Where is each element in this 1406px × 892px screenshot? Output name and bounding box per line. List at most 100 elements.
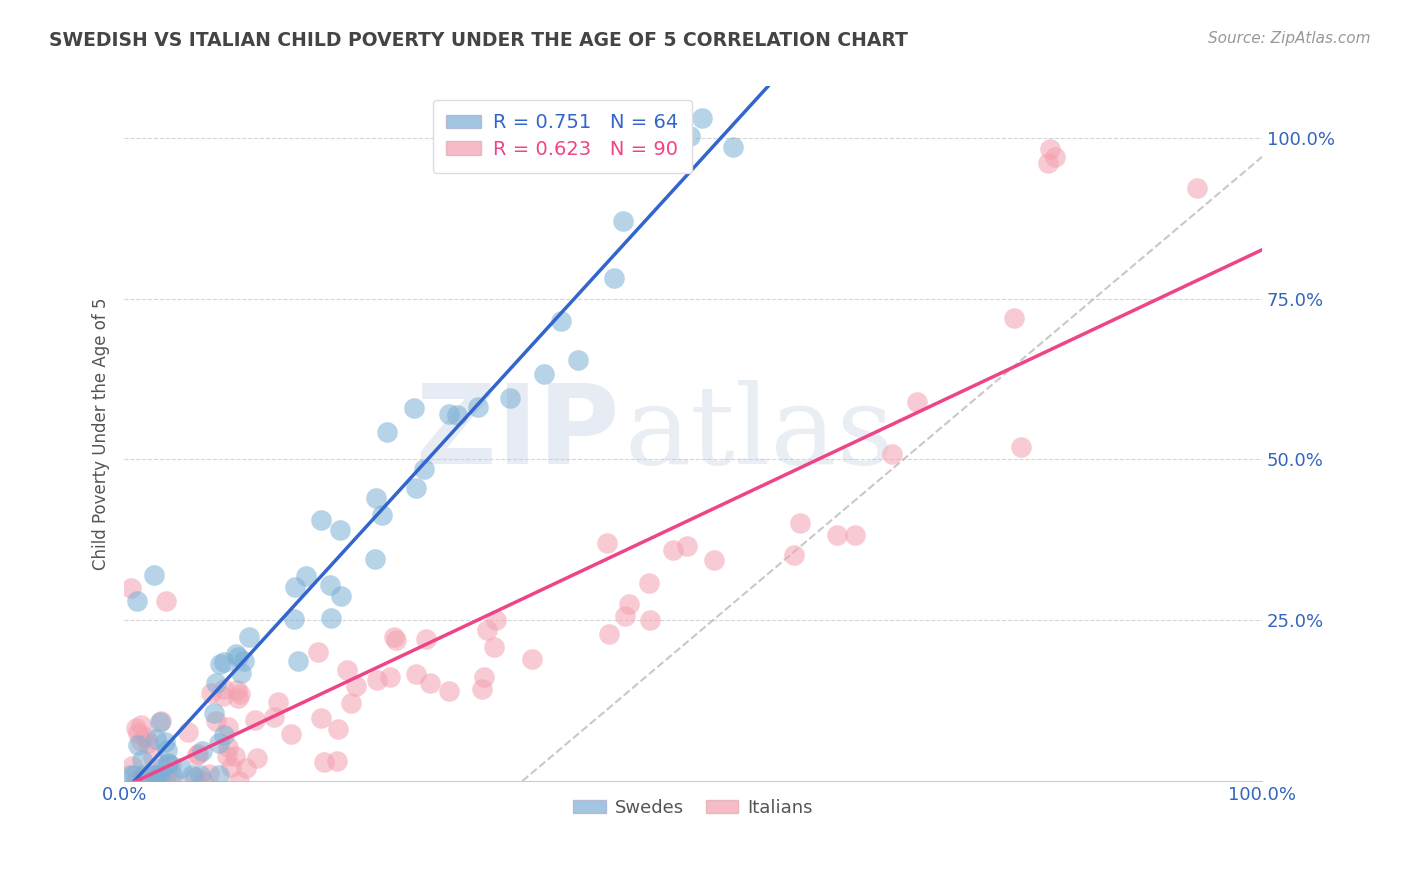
Point xyxy=(471,681,494,696)
Point xyxy=(467,400,489,414)
Point xyxy=(127,594,149,608)
Point xyxy=(1038,156,1060,170)
Point xyxy=(404,401,426,415)
Point xyxy=(520,652,543,666)
Point xyxy=(146,774,169,789)
Point xyxy=(378,670,401,684)
Point xyxy=(485,613,508,627)
Point xyxy=(437,684,460,698)
Point xyxy=(153,774,176,789)
Point xyxy=(446,408,468,422)
Point xyxy=(340,696,363,710)
Point xyxy=(246,751,269,765)
Point xyxy=(131,767,153,781)
Point xyxy=(202,706,225,720)
Y-axis label: Child Poverty Under the Age of 5: Child Poverty Under the Age of 5 xyxy=(93,297,110,570)
Legend: Swedes, Italians: Swedes, Italians xyxy=(567,791,820,824)
Point xyxy=(160,758,183,772)
Point xyxy=(550,314,572,328)
Point xyxy=(690,111,713,125)
Point xyxy=(295,569,318,583)
Point xyxy=(405,666,427,681)
Point xyxy=(212,681,235,696)
Point xyxy=(226,690,249,705)
Point xyxy=(499,391,522,405)
Text: SWEDISH VS ITALIAN CHILD POVERTY UNDER THE AGE OF 5 CORRELATION CHART: SWEDISH VS ITALIAN CHILD POVERTY UNDER T… xyxy=(49,31,908,50)
Point xyxy=(184,770,207,784)
Point xyxy=(120,767,142,781)
Point xyxy=(134,774,156,789)
Point xyxy=(153,774,176,789)
Point xyxy=(131,774,153,789)
Point xyxy=(125,774,148,789)
Point xyxy=(612,214,634,228)
Point xyxy=(228,774,250,789)
Point xyxy=(120,581,142,595)
Point xyxy=(662,543,685,558)
Point xyxy=(122,767,145,781)
Point xyxy=(186,747,208,762)
Point xyxy=(121,758,143,772)
Point xyxy=(238,630,260,644)
Point xyxy=(1039,142,1062,156)
Point xyxy=(603,271,626,285)
Point xyxy=(190,744,212,758)
Point xyxy=(150,761,173,775)
Point xyxy=(384,630,406,644)
Point xyxy=(676,540,699,554)
Point xyxy=(229,687,252,701)
Point xyxy=(567,353,589,368)
Point xyxy=(145,731,167,746)
Text: ZIP: ZIP xyxy=(416,380,619,487)
Point xyxy=(364,491,387,505)
Point xyxy=(127,739,149,753)
Point xyxy=(325,754,347,768)
Point xyxy=(844,527,866,541)
Point xyxy=(188,767,211,781)
Point xyxy=(329,589,352,603)
Point xyxy=(703,553,725,567)
Point xyxy=(214,729,236,743)
Point xyxy=(156,743,179,757)
Point xyxy=(204,714,226,728)
Point xyxy=(721,140,744,154)
Point xyxy=(215,748,238,763)
Point xyxy=(232,654,254,668)
Point xyxy=(267,695,290,709)
Text: atlas: atlas xyxy=(624,380,894,487)
Point xyxy=(155,594,177,608)
Point xyxy=(219,760,242,774)
Point xyxy=(131,753,153,767)
Point xyxy=(217,739,239,754)
Point xyxy=(153,734,176,748)
Point xyxy=(905,395,928,409)
Point xyxy=(191,774,214,789)
Point xyxy=(679,128,702,143)
Point xyxy=(280,727,302,741)
Point xyxy=(637,576,659,591)
Point xyxy=(208,767,231,781)
Point xyxy=(127,725,149,739)
Point xyxy=(208,657,231,671)
Point xyxy=(329,524,352,538)
Point xyxy=(319,611,342,625)
Point xyxy=(131,734,153,748)
Point xyxy=(212,689,235,703)
Point xyxy=(157,756,180,770)
Point xyxy=(336,663,359,677)
Point xyxy=(309,711,332,725)
Point xyxy=(135,730,157,744)
Point xyxy=(225,648,247,662)
Point xyxy=(143,774,166,789)
Point xyxy=(596,536,619,550)
Point xyxy=(598,627,620,641)
Point xyxy=(640,613,662,627)
Point xyxy=(880,447,903,461)
Point xyxy=(437,408,460,422)
Point xyxy=(419,676,441,690)
Point xyxy=(533,368,555,382)
Point xyxy=(235,761,257,775)
Point xyxy=(145,767,167,781)
Point xyxy=(283,612,305,626)
Point xyxy=(1010,440,1032,454)
